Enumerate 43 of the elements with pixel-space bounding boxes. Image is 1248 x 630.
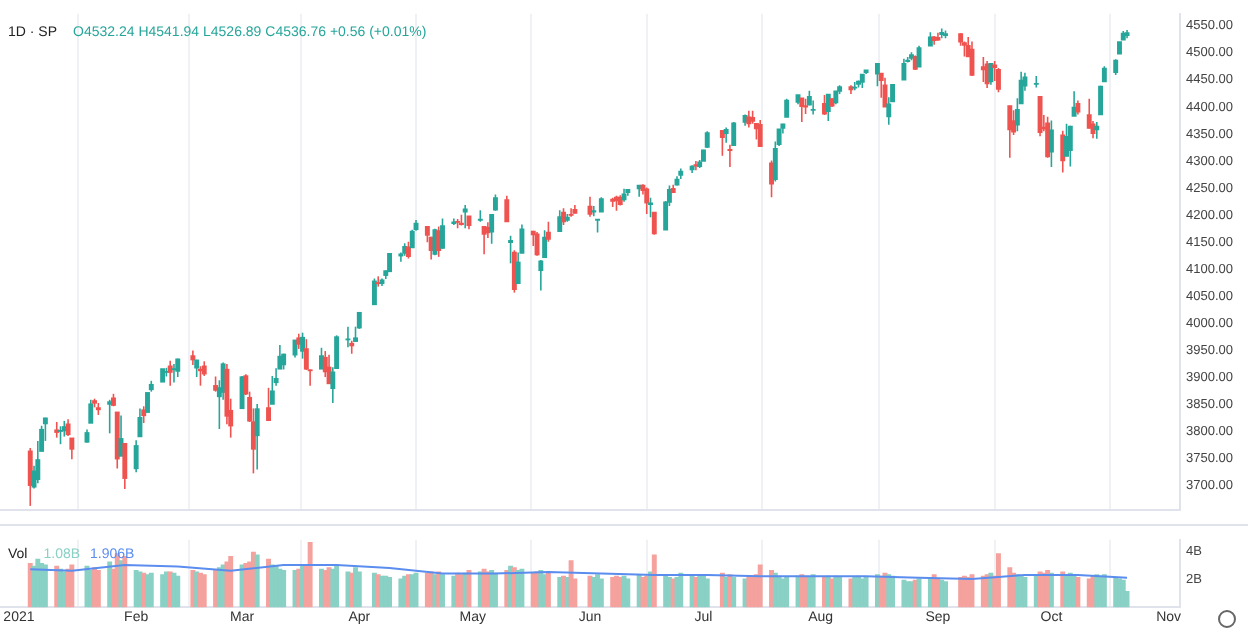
- candlestick: [303, 338, 309, 371]
- bar: [678, 572, 684, 608]
- candlestick: [269, 375, 275, 405]
- candlestick: [371, 277, 377, 306]
- candlestick: [545, 220, 551, 243]
- bar: [307, 541, 313, 608]
- candlestick: [784, 97, 790, 118]
- candlestick: [723, 126, 729, 144]
- candlestick: [727, 144, 733, 168]
- candlestick: [988, 62, 994, 86]
- candlestick: [1098, 85, 1104, 116]
- candlestick: [996, 67, 1001, 94]
- bar: [757, 564, 763, 608]
- candlestick: [322, 350, 328, 378]
- candlestick: [1067, 125, 1073, 168]
- candlestick: [810, 99, 816, 116]
- candlestick: [54, 421, 60, 439]
- candlestick: [27, 447, 33, 507]
- candlestick: [300, 331, 306, 360]
- bar: [122, 555, 128, 608]
- candlestick: [504, 194, 510, 223]
- candlestick: [519, 223, 525, 254]
- candlestick: [440, 217, 445, 250]
- candlestick: [107, 398, 113, 435]
- candlestick: [1048, 119, 1054, 168]
- candlestick: [651, 211, 657, 236]
- candlestick: [1086, 97, 1092, 130]
- candlestick: [345, 325, 351, 349]
- candlestick: [731, 121, 737, 147]
- bar: [996, 553, 1001, 608]
- candlestick: [508, 234, 514, 265]
- candlestick: [534, 231, 540, 257]
- candlestick: [568, 207, 574, 218]
- candlestick: [266, 387, 271, 422]
- candlestick: [719, 129, 725, 157]
- candlestick: [254, 403, 260, 471]
- candlestick: [133, 439, 139, 474]
- bar: [651, 554, 657, 608]
- candlestick: [644, 186, 650, 215]
- candlestick: [874, 62, 880, 88]
- bar: [228, 555, 234, 608]
- candlestick: [1033, 75, 1039, 89]
- candlestick: [1007, 105, 1013, 159]
